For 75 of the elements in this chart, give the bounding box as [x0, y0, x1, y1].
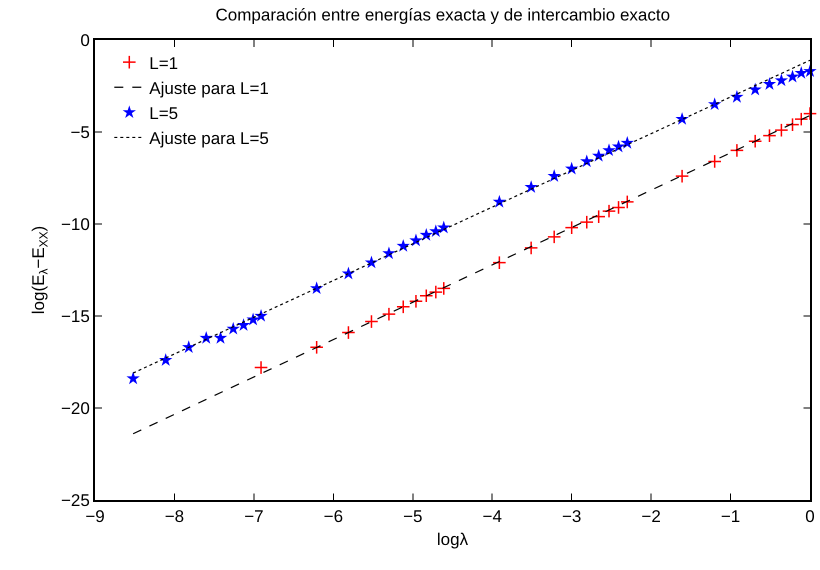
point [565, 162, 578, 174]
x-axis-title: logλ [436, 530, 469, 550]
point [602, 204, 616, 218]
point [126, 372, 140, 384]
x-tick-label: −3 [562, 507, 582, 526]
point [420, 228, 433, 241]
point [580, 154, 594, 168]
y-tick-label: −15 [61, 306, 90, 326]
legend-label: Ajuste para L=1 [149, 78, 269, 98]
point [226, 322, 240, 335]
point [524, 240, 538, 255]
point [708, 154, 722, 168]
point [774, 73, 788, 86]
point [246, 312, 260, 326]
point [310, 340, 324, 354]
point [437, 220, 450, 234]
point [419, 288, 434, 303]
point [785, 118, 800, 132]
x-tick-label: −1 [720, 507, 740, 526]
point [602, 143, 616, 156]
x-tick-label: −6 [324, 507, 344, 526]
point [730, 143, 744, 158]
point [612, 140, 626, 152]
point [762, 128, 777, 143]
x-tick-label: −8 [164, 507, 184, 526]
y-tick-label: −25 [61, 490, 90, 510]
point [611, 200, 626, 214]
point [341, 326, 356, 340]
point [580, 215, 594, 230]
point [382, 307, 396, 322]
x-tick-label: −2 [641, 507, 661, 526]
y-tick-label: −20 [61, 398, 90, 418]
point [547, 230, 562, 244]
point [236, 318, 250, 331]
point [492, 256, 506, 270]
point [159, 353, 172, 366]
point [364, 314, 379, 329]
legend-label: L=5 [149, 104, 178, 123]
x-tick-label: −7 [244, 507, 264, 526]
point [748, 134, 762, 148]
x-tick-label: 0 [805, 507, 815, 526]
chart-title: Comparación entre energías exacta y de intercambio exacto [216, 5, 670, 24]
point [408, 294, 424, 308]
y-tick-label: −10 [61, 214, 90, 234]
x-tick-label: −9 [85, 507, 105, 526]
point [794, 66, 808, 79]
point [548, 169, 561, 182]
y-tick-label: −5 [70, 122, 90, 142]
y-tick-label: 0 [80, 30, 90, 50]
point [748, 82, 762, 96]
legend-label: L=1 [149, 54, 178, 73]
point [254, 309, 268, 322]
point [564, 220, 579, 235]
point [620, 194, 634, 209]
point [730, 90, 744, 103]
point [254, 360, 268, 375]
point [592, 210, 606, 224]
point [524, 180, 538, 193]
point [762, 77, 776, 90]
x-tick-label: −4 [482, 507, 502, 526]
legend-label: Ajuste para L=5 [149, 129, 269, 148]
point [396, 239, 410, 252]
point [214, 331, 228, 344]
x-tick-label: −5 [403, 507, 422, 526]
point [786, 70, 800, 82]
point [436, 281, 451, 296]
point [428, 285, 443, 300]
point [182, 340, 196, 353]
point [794, 112, 808, 126]
point [802, 106, 818, 121]
point [675, 112, 689, 125]
point [675, 169, 690, 184]
point [409, 234, 423, 246]
point [774, 123, 788, 138]
point [396, 300, 410, 314]
